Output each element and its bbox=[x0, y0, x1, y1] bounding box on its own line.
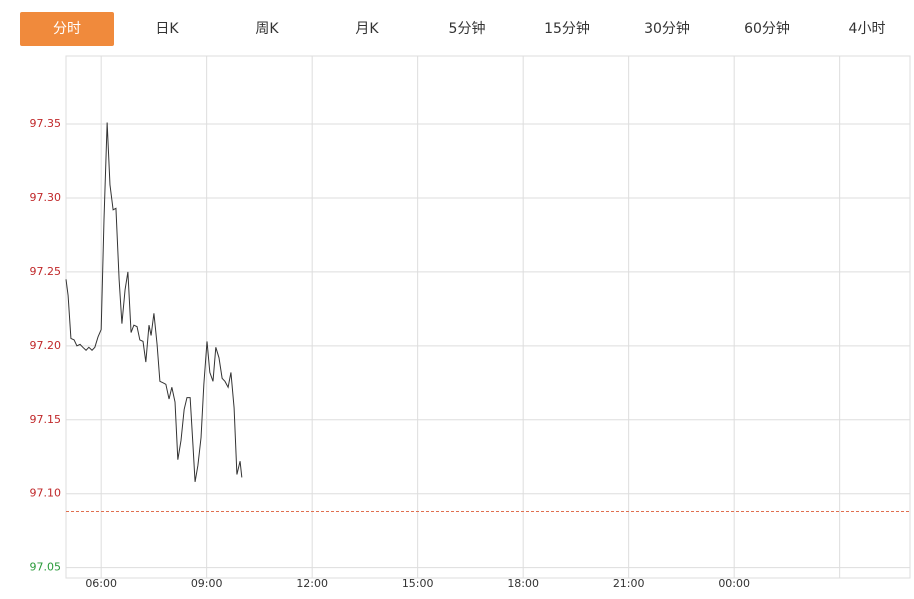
y-tick-label: 97.05 bbox=[30, 561, 62, 574]
tab[interactable]: 5分钟 bbox=[448, 21, 486, 37]
x-tick-label: 18:00 bbox=[507, 577, 539, 590]
tab[interactable]: 日K bbox=[155, 21, 179, 37]
x-tick-label: 21:00 bbox=[613, 577, 645, 590]
tab[interactable]: 15分钟 bbox=[544, 21, 590, 37]
tab[interactable]: 60分钟 bbox=[744, 21, 790, 37]
tab[interactable]: 月K bbox=[355, 21, 379, 37]
y-tick-label: 97.20 bbox=[30, 339, 62, 352]
x-tick-label: 12:00 bbox=[296, 577, 328, 590]
y-tick-label: 97.15 bbox=[30, 413, 62, 426]
x-tick-label: 06:00 bbox=[85, 577, 117, 590]
tab[interactable]: 周K bbox=[255, 21, 279, 37]
price-line bbox=[65, 122, 243, 482]
tab-bar: 分时 日K 周K 月K 5分钟 15分钟 30分钟 60分钟 4小时 bbox=[0, 12, 914, 46]
x-tick-label: 00:00 bbox=[718, 577, 750, 590]
y-tick-label: 97.30 bbox=[30, 191, 62, 204]
x-tick-label: 15:00 bbox=[402, 577, 434, 590]
y-tick-label: 97.25 bbox=[30, 265, 62, 278]
y-tick-label: 97.35 bbox=[30, 117, 62, 130]
tab[interactable]: 分时 bbox=[20, 12, 114, 46]
tab[interactable]: 4小时 bbox=[848, 21, 886, 37]
tab[interactable]: 30分钟 bbox=[644, 21, 690, 37]
plot-frame bbox=[65, 55, 911, 579]
x-tick-label: 09:00 bbox=[191, 577, 223, 590]
y-tick-label: 97.10 bbox=[30, 487, 62, 500]
